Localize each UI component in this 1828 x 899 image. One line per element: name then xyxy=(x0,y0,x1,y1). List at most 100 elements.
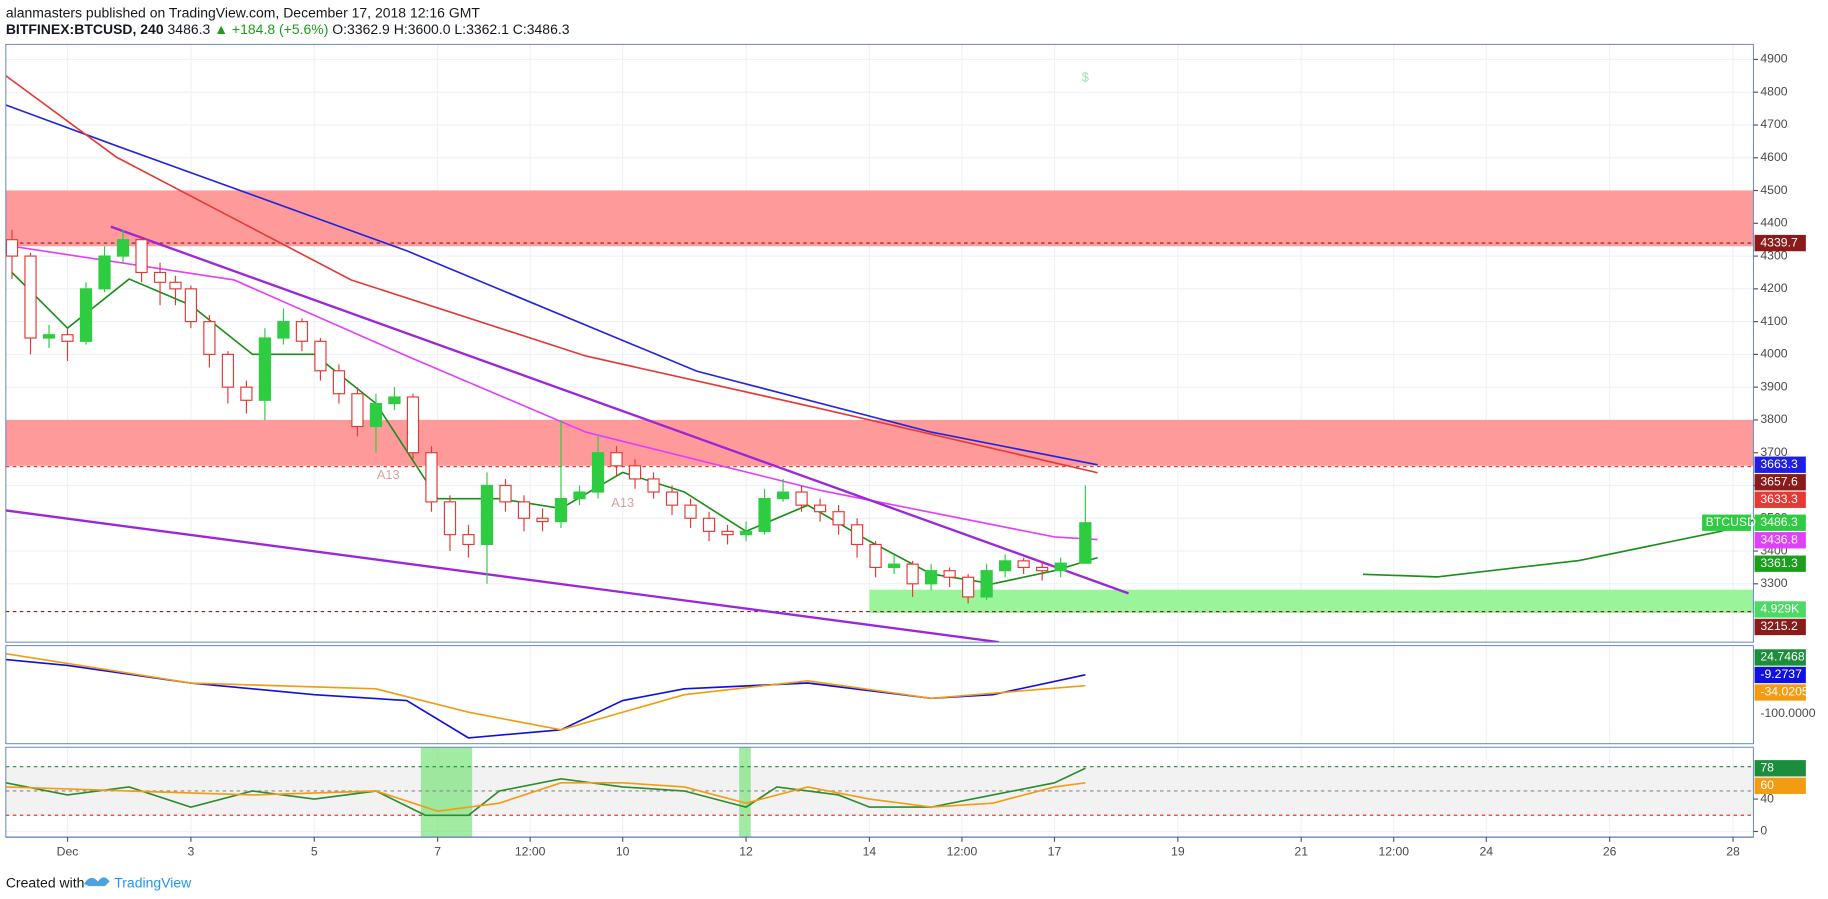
signal-highlight xyxy=(739,747,751,838)
candle-body xyxy=(499,484,512,503)
low: L:3362.1 xyxy=(454,21,509,37)
price-badge xyxy=(1754,555,1806,572)
candle-body xyxy=(517,501,531,519)
candle-body xyxy=(480,484,494,546)
y-tick-label: 0 xyxy=(1760,824,1767,838)
close: C:3486.3 xyxy=(513,21,570,37)
price-badge xyxy=(1754,684,1806,701)
candle-body xyxy=(758,498,771,532)
price-badge-label: 78 xyxy=(1760,761,1774,775)
symbol-badge xyxy=(1702,514,1752,531)
indicator-line xyxy=(5,104,1098,466)
pane-frame xyxy=(5,645,1754,745)
price-badge-label: 60 xyxy=(1760,778,1774,792)
zone xyxy=(869,589,1754,613)
candle-body xyxy=(999,560,1012,572)
candle-body xyxy=(332,370,346,395)
price-badge-label: 3657.6 xyxy=(1760,474,1798,488)
price-badge-label: 3486.3 xyxy=(1760,515,1798,529)
price-badge xyxy=(1754,760,1806,777)
candle-body xyxy=(1017,560,1030,569)
x-tick-label: 5 xyxy=(311,845,318,859)
author: alanmasters xyxy=(6,5,82,21)
x-tick-label: 14 xyxy=(863,845,877,859)
candle-body xyxy=(98,255,111,290)
indicator-line xyxy=(5,652,1086,731)
zone xyxy=(5,419,1754,466)
x-tick-label: 12:00 xyxy=(515,845,546,859)
footer-brand[interactable]: TradingView xyxy=(114,874,192,890)
x-tick-label: 7 xyxy=(434,845,441,859)
candle-body xyxy=(1036,566,1049,572)
price-badge-label: 3436.8 xyxy=(1760,532,1798,546)
price-badge xyxy=(1754,666,1806,684)
published: published on TradingView.com, December 1… xyxy=(86,5,480,21)
candle-body xyxy=(443,501,457,536)
annotation: A13 xyxy=(611,495,634,510)
x-tick-label: 10 xyxy=(616,845,630,859)
x-tick-label: 24 xyxy=(1479,845,1493,859)
x-tick-label: 28 xyxy=(1726,845,1740,859)
candle-body xyxy=(5,239,19,257)
candle-body xyxy=(980,570,993,598)
indicator-line xyxy=(5,782,1086,813)
candle-body xyxy=(42,334,56,339)
indicator-line xyxy=(110,225,1129,595)
y-tick-label: 4300 xyxy=(1760,248,1787,262)
candle-body xyxy=(850,524,864,546)
candle-body xyxy=(351,393,364,428)
price-badge-label: -34.0205 xyxy=(1760,685,1809,699)
signal-highlight xyxy=(420,747,473,838)
price-badge xyxy=(1754,601,1806,618)
candle-body xyxy=(24,255,37,339)
price-badge xyxy=(1754,456,1806,473)
y-tick-label: 4700 xyxy=(1760,117,1787,131)
price-badge-label: -9.2737 xyxy=(1760,667,1802,681)
candle-body xyxy=(1079,522,1092,564)
candle-body xyxy=(684,504,697,519)
candle-body xyxy=(169,281,182,290)
symbol-line: BITFINEX:BTCUSD, 240 3486.3 ▲ +184.8 (+5… xyxy=(6,21,570,37)
candle-body xyxy=(869,543,882,569)
x-tick-label: 12:00 xyxy=(947,845,978,859)
price-badge-label: 3633.3 xyxy=(1760,492,1798,506)
y-tick-label: 3700 xyxy=(1760,445,1787,459)
price-badge-label: 3361.3 xyxy=(1760,556,1798,570)
candle-body xyxy=(943,570,956,578)
x-tick-label: 19 xyxy=(1171,845,1185,859)
panes: A13A13$330034003500360037003800390040004… xyxy=(5,43,1816,859)
x-tick-label: 12:00 xyxy=(1378,845,1409,859)
price-badge-label: 4.929K xyxy=(1760,602,1800,616)
candle-body xyxy=(813,504,827,513)
y-tick-label: 40 xyxy=(1760,791,1774,805)
candle-body xyxy=(1054,562,1067,572)
x-tick-label: 17 xyxy=(1048,845,1062,859)
candle-body xyxy=(702,517,716,532)
candle-body xyxy=(295,321,309,342)
y-tick-label: 4900 xyxy=(1760,52,1787,66)
high: H:3600.0 xyxy=(394,21,451,37)
pane-plot: A13 A13 $ xyxy=(5,44,1754,643)
price-badge xyxy=(1754,514,1806,531)
candle-body xyxy=(388,396,401,405)
price-badge-label: 3215.2 xyxy=(1760,619,1798,633)
pane-frame xyxy=(5,43,1754,643)
y-tick-label: 4200 xyxy=(1760,281,1787,295)
footer-created: Created with xyxy=(6,874,85,890)
x-tick-label: 12 xyxy=(739,845,753,859)
candle-body xyxy=(739,530,753,536)
candle-body xyxy=(776,491,790,500)
price-badge-label: 4339.7 xyxy=(1760,235,1798,249)
candle-body xyxy=(314,340,327,372)
price-badge xyxy=(1754,474,1806,491)
candle-body xyxy=(277,321,290,339)
change: ▲ +184.8 (+5.6%) xyxy=(214,21,328,37)
price-badge xyxy=(1754,532,1806,549)
price-badge-label: 3663.3 xyxy=(1760,457,1798,471)
candle-body xyxy=(665,491,679,506)
candle-body xyxy=(425,452,438,503)
y-tick-label: 4600 xyxy=(1760,150,1787,164)
price-badge-label: -100.0000 xyxy=(1760,706,1815,720)
symbol-badge-label: BTCUSD xyxy=(1706,515,1756,529)
